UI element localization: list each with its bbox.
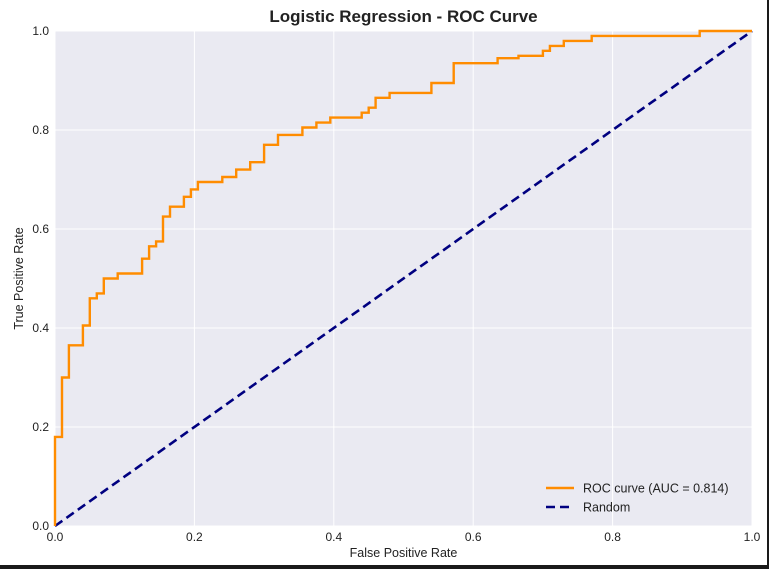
x-tick-label: 0.6 bbox=[465, 530, 482, 544]
y-tick-label: 1.0 bbox=[32, 24, 49, 38]
y-tick-label: 0.6 bbox=[32, 222, 49, 236]
series-lines bbox=[53, 29, 753, 528]
x-tick-label: 0.2 bbox=[186, 530, 203, 544]
y-axis-label: True Positive Rate bbox=[12, 227, 26, 329]
x-tick-label: 0.0 bbox=[47, 530, 64, 544]
y-axis-ticks: 0.0 0.2 0.4 0.6 0.8 1.0 bbox=[32, 24, 49, 533]
x-tick-label: 0.8 bbox=[604, 530, 621, 544]
chart-title: Logistic Regression - ROC Curve bbox=[269, 7, 537, 26]
legend: ROC curve (AUC = 0.814) Random bbox=[546, 482, 729, 515]
y-tick-label: 0.8 bbox=[32, 123, 49, 137]
y-tick-label: 0.0 bbox=[32, 519, 49, 533]
x-tick-label: 1.0 bbox=[744, 530, 761, 544]
grid bbox=[54, 30, 753, 527]
legend-label: Random bbox=[583, 501, 630, 515]
y-tick-label: 0.4 bbox=[32, 321, 49, 335]
random-baseline-line bbox=[54, 29, 753, 528]
y-tick-label: 0.2 bbox=[32, 420, 49, 434]
x-tick-label: 0.4 bbox=[325, 530, 342, 544]
x-axis-label: False Positive Rate bbox=[350, 546, 458, 560]
legend-label: ROC curve (AUC = 0.814) bbox=[583, 482, 729, 496]
roc-curve-line bbox=[53, 29, 752, 526]
x-axis-ticks: 0.0 0.2 0.4 0.6 0.8 1.0 bbox=[47, 530, 761, 544]
